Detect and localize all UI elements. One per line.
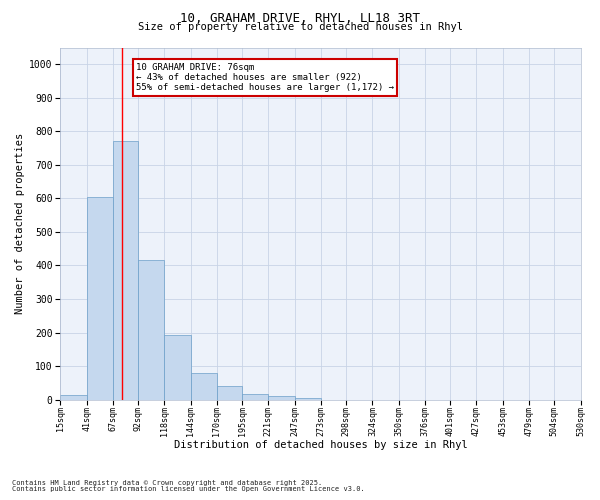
Text: 10, GRAHAM DRIVE, RHYL, LL18 3RT: 10, GRAHAM DRIVE, RHYL, LL18 3RT bbox=[180, 12, 420, 26]
Bar bbox=[268, 396, 295, 400]
Bar bbox=[242, 394, 268, 400]
Text: Size of property relative to detached houses in Rhyl: Size of property relative to detached ho… bbox=[137, 22, 463, 32]
Bar bbox=[86, 196, 113, 400]
X-axis label: Distribution of detached houses by size in Rhyl: Distribution of detached houses by size … bbox=[173, 440, 467, 450]
Bar bbox=[295, 398, 321, 400]
Bar bbox=[191, 374, 217, 400]
Bar bbox=[113, 142, 138, 400]
Bar bbox=[217, 386, 242, 400]
Text: Contains HM Land Registry data © Crown copyright and database right 2025.
Contai: Contains HM Land Registry data © Crown c… bbox=[12, 480, 365, 492]
Bar bbox=[164, 335, 191, 400]
Y-axis label: Number of detached properties: Number of detached properties bbox=[15, 133, 25, 314]
Text: 10 GRAHAM DRIVE: 76sqm
← 43% of detached houses are smaller (922)
55% of semi-de: 10 GRAHAM DRIVE: 76sqm ← 43% of detached… bbox=[136, 62, 394, 92]
Bar bbox=[138, 260, 164, 400]
Bar bbox=[61, 394, 86, 400]
